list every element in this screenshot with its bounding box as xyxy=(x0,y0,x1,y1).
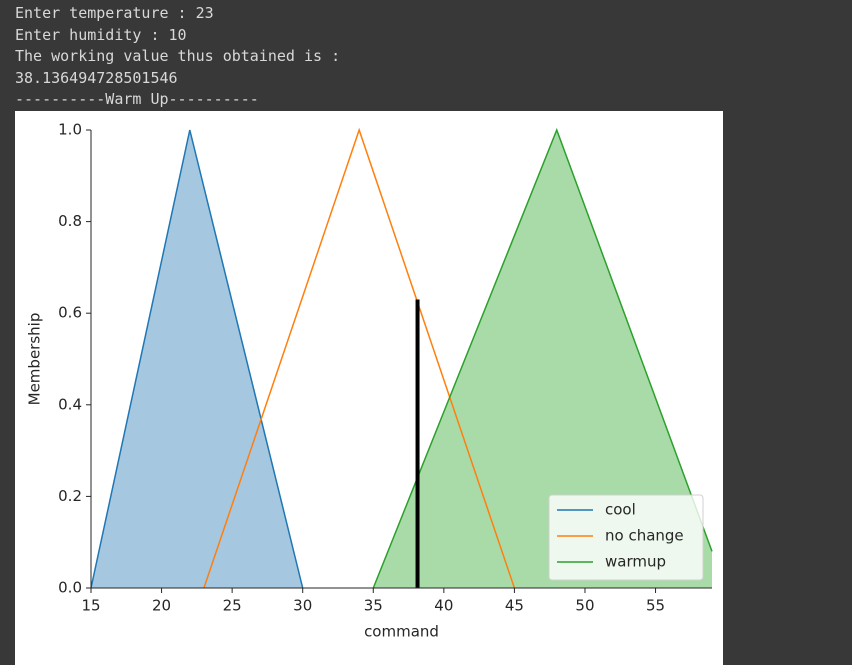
y-tick-label: 0.6 xyxy=(58,304,82,322)
legend-box xyxy=(548,494,704,581)
series-line xyxy=(90,129,304,589)
y-tick-label: 0.0 xyxy=(58,579,82,597)
x-tick-label: 55 xyxy=(646,597,665,615)
console-line: Enter humidity : 10 xyxy=(15,25,187,44)
legend-label: warmup xyxy=(605,553,666,571)
area xyxy=(373,130,712,588)
x-tick-label: 50 xyxy=(575,597,594,615)
y-tick-label: 0.2 xyxy=(58,487,82,505)
x-axis-label: command xyxy=(364,623,439,641)
legend-label: cool xyxy=(605,501,636,519)
series-line xyxy=(203,127,516,589)
console-line: The working value thus obtained is : xyxy=(15,47,341,65)
x-tick-label: 35 xyxy=(364,597,383,615)
console-output: Enter temperature : 23 Enter humidity : 1… xyxy=(15,3,340,111)
console-line: ----------Warm Up---------- xyxy=(15,90,259,108)
y-tick-label: 0.4 xyxy=(58,395,82,413)
x-tick-label: 40 xyxy=(434,597,453,615)
x-tick-label: 15 xyxy=(81,597,100,615)
series-line xyxy=(372,127,713,589)
x-tick-label: 45 xyxy=(505,597,524,615)
legend: cool no change warmup xyxy=(548,494,704,581)
y-tick-label: 1.0 xyxy=(58,121,82,139)
x-tick-label: 25 xyxy=(223,597,242,615)
console-line: Enter temperature : 23 xyxy=(15,4,214,22)
x-tick-label: 20 xyxy=(152,597,171,615)
x-tick-label: 30 xyxy=(293,597,312,615)
y-tick-label: 0.8 xyxy=(58,212,82,230)
legend-label: no change xyxy=(605,527,684,545)
console-line: 38.136494728501546 xyxy=(15,68,178,87)
area xyxy=(91,130,303,588)
y-axis-label: Membership xyxy=(26,313,44,406)
chart: 0.0 0.2 0.4 0.6 0.8 1.0 15 20 25 30 35 40 45 50 55 comm… xyxy=(15,111,723,665)
